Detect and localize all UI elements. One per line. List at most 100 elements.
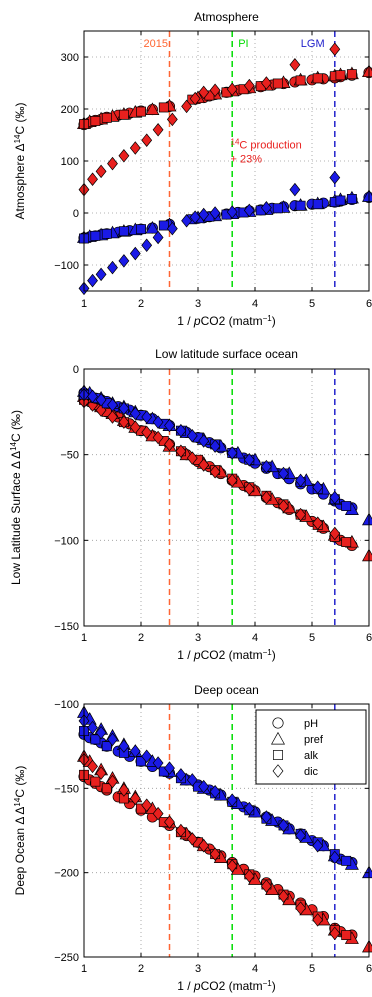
data-point xyxy=(87,759,98,774)
data-point xyxy=(107,156,118,171)
data-point xyxy=(226,473,238,488)
x-tick-label: 3 xyxy=(195,963,201,975)
plot-frame xyxy=(83,703,370,958)
chart-title: Deep ocean xyxy=(194,683,259,697)
data-point xyxy=(329,926,341,941)
data-point xyxy=(87,273,98,288)
data-point xyxy=(107,398,118,412)
data-point xyxy=(164,761,175,775)
data-point xyxy=(152,123,164,137)
data-point xyxy=(329,42,341,56)
data-point xyxy=(145,102,160,115)
data-point xyxy=(278,466,289,481)
data-point xyxy=(158,102,169,113)
y-tick-label: −100 xyxy=(54,699,79,711)
legend-marker-alk xyxy=(273,750,283,760)
data-point xyxy=(118,415,130,429)
data-point xyxy=(186,773,198,787)
data-point xyxy=(166,221,178,236)
x-tick-label: 4 xyxy=(252,632,258,644)
reference-line-label: 2015 xyxy=(144,38,168,50)
data-point xyxy=(209,784,221,799)
data-point xyxy=(141,238,153,253)
x-tick-label: 3 xyxy=(195,298,201,310)
data-point xyxy=(341,537,352,547)
data-point xyxy=(312,480,324,494)
y-tick-label: 300 xyxy=(61,52,79,64)
x-tick-label: 5 xyxy=(309,963,315,975)
data-point xyxy=(152,806,164,821)
x-tick-label: 2 xyxy=(138,298,144,310)
data-point xyxy=(226,446,238,460)
data-point xyxy=(341,501,352,512)
data-point xyxy=(295,75,306,86)
grid xyxy=(84,369,369,626)
data-point xyxy=(164,437,175,452)
data-point xyxy=(152,430,164,445)
data-point xyxy=(329,490,341,505)
data-point xyxy=(129,246,141,261)
x-tick-label: 4 xyxy=(252,963,258,975)
legend-marker-pref xyxy=(271,731,285,745)
data-point xyxy=(226,205,238,219)
data-point xyxy=(101,228,112,239)
data-point xyxy=(312,838,324,853)
data-point xyxy=(118,783,130,797)
data-point xyxy=(260,810,272,824)
data-point xyxy=(145,220,160,234)
data-point xyxy=(186,832,198,846)
data-point xyxy=(152,415,164,429)
legend-label-pH: pH xyxy=(304,718,318,730)
data-point xyxy=(362,512,372,526)
data-point xyxy=(226,859,238,873)
data-point xyxy=(118,401,130,416)
data-point xyxy=(260,879,272,893)
data-point xyxy=(129,406,141,421)
chart-title: Atmosphere xyxy=(194,10,259,24)
data-point xyxy=(341,930,352,941)
data-point xyxy=(278,818,289,833)
data-point xyxy=(209,83,221,98)
y-tick-label: −100 xyxy=(54,260,79,272)
data-point xyxy=(243,801,255,816)
data-point xyxy=(107,732,118,747)
data-point xyxy=(312,913,324,927)
data-point xyxy=(87,720,98,735)
data-point xyxy=(312,199,323,210)
legend-marker-pH xyxy=(272,717,284,729)
data-point xyxy=(181,99,193,114)
data-point xyxy=(90,776,101,787)
data-point xyxy=(209,206,221,220)
data-point xyxy=(141,798,153,812)
legend-label-alk: alk xyxy=(304,750,319,762)
data-point xyxy=(272,78,283,89)
data-point xyxy=(101,741,112,752)
series-group xyxy=(77,705,372,953)
data-point xyxy=(90,734,101,745)
data-point xyxy=(189,210,201,224)
chart-title: Low latitude surface ocean xyxy=(155,347,298,361)
data-point xyxy=(118,109,129,120)
data-point xyxy=(335,70,346,81)
legend-label-pref: pref xyxy=(304,734,324,746)
data-point xyxy=(312,516,324,530)
data-point xyxy=(181,214,193,228)
data-point xyxy=(226,793,238,807)
data-point xyxy=(141,425,153,440)
x-tick-label: 1 xyxy=(81,632,87,644)
data-point xyxy=(198,458,210,472)
data-point xyxy=(186,451,198,465)
chart-panel-2: Low latitude surface ocean 1 2 3 4 5 6 −150 −100… xyxy=(9,347,372,662)
data-point xyxy=(90,230,101,241)
data-point xyxy=(107,410,118,424)
y-tick-label: −250 xyxy=(54,952,79,964)
data-point xyxy=(243,78,255,93)
data-point xyxy=(118,739,130,753)
y-tick-label: 100 xyxy=(61,156,79,168)
data-point xyxy=(101,783,112,794)
data-point xyxy=(175,444,187,459)
x-tick-label: 6 xyxy=(366,298,372,310)
x-tick-label: 2 xyxy=(138,632,144,644)
data-point xyxy=(260,201,272,215)
